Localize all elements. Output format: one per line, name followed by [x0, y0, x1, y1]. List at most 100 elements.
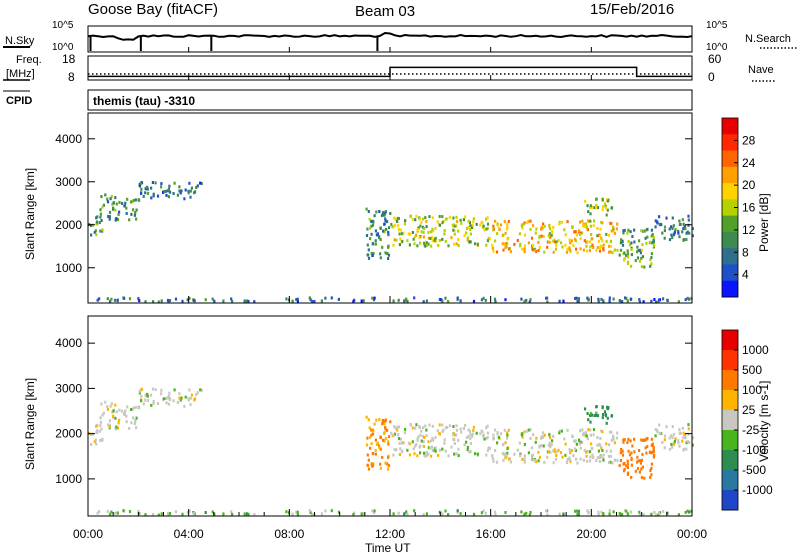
power-cell — [396, 220, 399, 223]
power-cell — [178, 189, 181, 193]
power-cell — [686, 230, 689, 234]
velocity-cell — [534, 440, 537, 444]
velocity-cell — [554, 450, 557, 454]
power-cell — [131, 200, 134, 204]
velocity-cell — [602, 453, 605, 457]
velocity-cell — [655, 513, 658, 517]
power-cell — [496, 222, 499, 226]
velocity-cell — [573, 447, 577, 451]
power-cell — [142, 195, 145, 198]
velocity-cell — [607, 454, 611, 458]
power-cell — [330, 296, 333, 300]
power-cell — [639, 251, 642, 255]
power-cell — [173, 181, 176, 185]
velocity-cell — [383, 422, 386, 426]
velocity-cell — [581, 428, 584, 432]
velocity-cell — [399, 437, 402, 441]
velocity-cell — [369, 435, 372, 439]
velocity-cell — [612, 437, 615, 441]
velocity-cell — [575, 509, 578, 513]
power-cell — [118, 200, 121, 204]
power-cell — [453, 242, 456, 246]
velocity-cell — [199, 388, 202, 392]
velocity-cell — [579, 429, 582, 433]
power-cell — [403, 299, 406, 303]
power-cell — [168, 184, 171, 188]
velocity-cell — [487, 446, 490, 450]
velocity-cell — [388, 435, 391, 439]
power-cell — [324, 296, 327, 300]
velocity-cell — [132, 416, 135, 420]
power-cell — [394, 217, 397, 221]
velocity-cell — [630, 510, 633, 514]
velocity-cell — [472, 429, 475, 432]
power-cell — [638, 239, 641, 243]
velocity-cell — [309, 511, 312, 515]
velocity-cell — [427, 452, 430, 456]
power-echoes — [88, 181, 694, 304]
power-cell — [367, 256, 371, 260]
velocity-cell — [502, 458, 505, 462]
velocity-cell — [189, 403, 192, 407]
power-cell — [386, 220, 389, 224]
velocity-cell — [649, 450, 652, 454]
power-cell — [633, 240, 636, 244]
power-cell — [450, 236, 453, 240]
velocity-cell — [587, 510, 590, 514]
velocity-cell — [99, 420, 102, 424]
power-cell — [566, 247, 569, 251]
power-cell — [626, 262, 630, 265]
power-cell — [427, 230, 430, 234]
velocity-cell — [504, 456, 507, 460]
power-cell — [558, 299, 561, 303]
velocity-cell — [612, 510, 615, 514]
velocity-cell — [130, 408, 133, 411]
velocity-cell — [296, 513, 299, 517]
velocity-cell — [184, 395, 187, 399]
velocity-cell — [469, 437, 472, 441]
power-cell — [112, 206, 115, 210]
velocity-cell — [596, 414, 600, 418]
velocity-cell — [384, 425, 387, 429]
velocity-cell — [110, 510, 113, 514]
velocity-cell — [548, 433, 551, 437]
velocity-cell — [683, 434, 686, 438]
power-cell — [113, 298, 117, 302]
velocity-cell — [409, 423, 412, 427]
velocity-cell — [387, 467, 390, 471]
power-cell — [495, 250, 499, 254]
velocity-cell — [590, 413, 593, 417]
power-cell — [398, 243, 401, 247]
power-cell — [671, 236, 674, 240]
velocity-cell — [111, 410, 114, 414]
power-cell — [613, 231, 616, 235]
power-cell — [387, 245, 390, 249]
power-cell — [397, 224, 400, 228]
velocity-cell — [566, 428, 569, 432]
velocity-cell — [360, 512, 363, 516]
velocity-cell — [526, 429, 529, 433]
velocity-cell — [553, 448, 556, 452]
velocity-cell — [128, 510, 132, 513]
power-cell — [610, 206, 613, 210]
velocity-cell — [178, 396, 181, 400]
power-cell — [677, 300, 680, 304]
power-cell — [600, 297, 603, 301]
velocity-cell — [601, 416, 604, 420]
power-cell — [139, 182, 142, 186]
power-ylabel: Slant Range [km] — [23, 168, 37, 260]
velocity-cell — [405, 510, 408, 514]
velocity-cell — [425, 450, 428, 454]
velocity-cell — [140, 399, 143, 403]
velocity-cell — [434, 436, 437, 440]
power-cell — [383, 213, 386, 217]
velocity-cell — [576, 512, 579, 516]
power-cell — [114, 208, 117, 212]
velocity-cell — [548, 441, 551, 445]
power-cell — [389, 212, 392, 215]
power-cell — [115, 217, 118, 220]
velocity-cell — [430, 439, 433, 443]
power-cell — [630, 241, 633, 245]
power-cell — [538, 236, 541, 239]
power-cell — [609, 239, 612, 243]
